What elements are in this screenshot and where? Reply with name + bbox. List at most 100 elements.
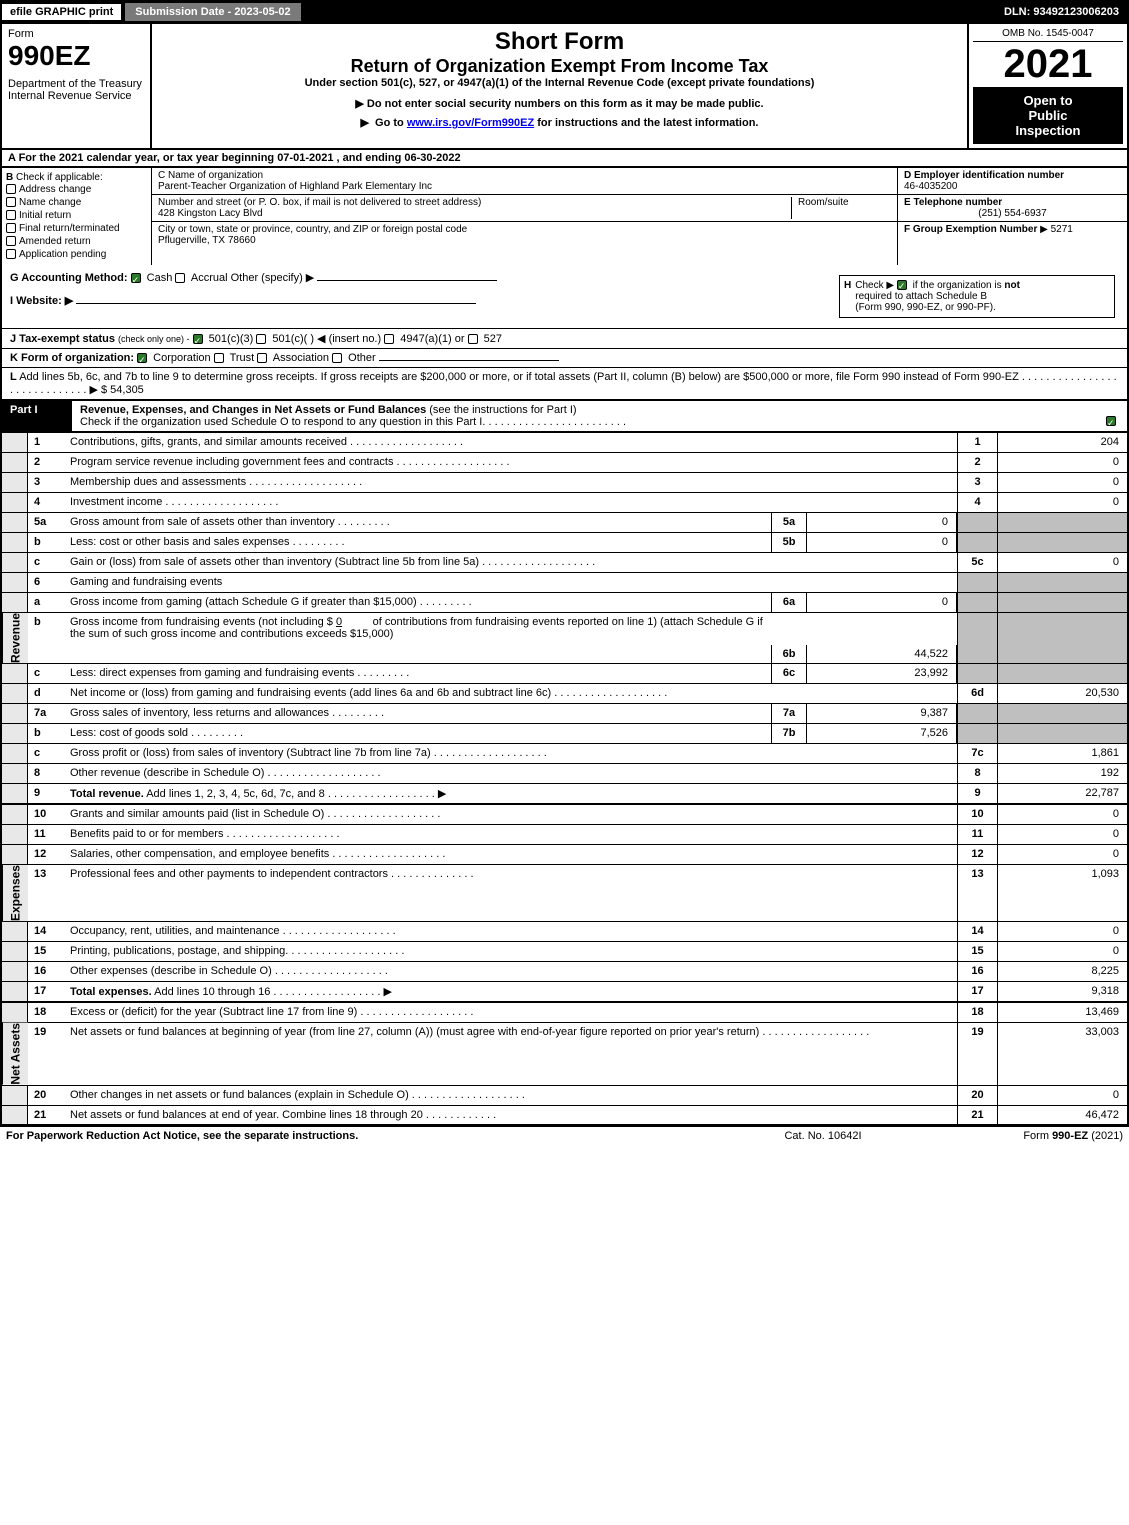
room-suite-label: Room/suite (791, 197, 891, 219)
line-5b-value: 0 (807, 533, 957, 552)
check-4947[interactable] (384, 334, 394, 344)
page-footer: For Paperwork Reduction Act Notice, see … (0, 1126, 1129, 1145)
check-cash[interactable] (131, 273, 141, 283)
website-field[interactable] (76, 303, 476, 304)
line-10: 10 Grants and similar amounts paid (list… (0, 805, 1129, 825)
line-5b: b Less: cost or other basis and sales ex… (0, 533, 1129, 553)
line-1-value: 204 (997, 433, 1127, 452)
form-title: Short Form (160, 28, 959, 56)
check-501c3[interactable] (193, 334, 203, 344)
line-7b: b Less: cost of goods sold . . . . . . .… (0, 724, 1129, 744)
line-14-value: 0 (997, 922, 1127, 941)
goto-note: Go to www.irs.gov/Form990EZ for instruct… (160, 116, 959, 129)
line-4-value: 0 (997, 493, 1127, 512)
line-11: 11 Benefits paid to or for members . . .… (0, 825, 1129, 845)
line-13-value: 1,093 (997, 865, 1127, 921)
section-h: H Check ▶ if the organization is not req… (839, 275, 1115, 318)
check-527[interactable] (468, 334, 478, 344)
dln: DLN: 93492123006203 (994, 3, 1129, 21)
check-schedule-o[interactable] (1106, 416, 1116, 426)
check-accrual[interactable] (175, 273, 185, 283)
line-6b-value: 44,522 (807, 645, 957, 663)
line-11-value: 0 (997, 825, 1127, 844)
line-21-value: 46,472 (997, 1106, 1127, 1124)
side-label-revenue: Revenue (2, 613, 28, 663)
line-21: 21 Net assets or fund balances at end of… (0, 1106, 1129, 1126)
line-8-value: 192 (997, 764, 1127, 783)
under-section: Under section 501(c), 527, or 4947(a)(1)… (160, 77, 959, 89)
line-19: Net Assets 19 Net assets or fund balance… (0, 1023, 1129, 1086)
check-association[interactable] (257, 353, 267, 363)
inspection-box: Open to Public Inspection (973, 87, 1123, 144)
section-k: K Form of organization: Corporation Trus… (0, 349, 1129, 368)
line-6: 6 Gaming and fundraising events (0, 573, 1129, 593)
line-15: 15 Printing, publications, postage, and … (0, 942, 1129, 962)
website-label: I Website: ▶ (10, 295, 73, 307)
line-d: d Net income or (loss) from gaming and f… (0, 684, 1129, 704)
form-ref: Form 990-EZ (2021) (923, 1130, 1123, 1142)
line-17: 17 Total expenses. Add lines 10 through … (0, 982, 1129, 1003)
part-i-title: Revenue, Expenses, and Changes in Net As… (80, 404, 426, 416)
other-org-field[interactable] (379, 360, 559, 361)
form-number: 990EZ (8, 40, 144, 72)
city-label: City or town, state or province, country… (158, 224, 891, 235)
line-14: 14 Occupancy, rent, utilities, and maint… (0, 922, 1129, 942)
line-18: 18 Excess or (deficit) for the year (Sub… (0, 1003, 1129, 1023)
line-4: 4 Investment income . . . . . . . . . . … (0, 493, 1129, 513)
dept-treasury: Department of the Treasury (8, 78, 144, 90)
line-c: c Gross profit or (loss) from sales of i… (0, 744, 1129, 764)
irs-label: Internal Revenue Service (8, 90, 144, 102)
check-initial-return[interactable]: Initial return (6, 209, 147, 222)
tax-year: 2021 (973, 42, 1123, 87)
line-16: 16 Other expenses (describe in Schedule … (0, 962, 1129, 982)
side-label-expenses: Expenses (2, 865, 28, 921)
line-5a-value: 0 (807, 513, 957, 532)
line-c-value: 0 (997, 553, 1127, 572)
check-501c[interactable] (256, 334, 266, 344)
org-name-label: C Name of organization (158, 170, 891, 181)
submission-date: Submission Date - 2023-05-02 (125, 3, 300, 21)
section-j: J Tax-exempt status (check only one) - 5… (0, 329, 1129, 349)
line-20-value: 0 (997, 1086, 1127, 1105)
ssn-note: Do not enter social security numbers on … (160, 97, 959, 110)
line-6b: Revenue b Gross income from fundraising … (0, 613, 1129, 664)
line-15-value: 0 (997, 942, 1127, 961)
phone-label: E Telephone number (904, 197, 1002, 208)
line-16-value: 8,225 (997, 962, 1127, 981)
street-label: Number and street (or P. O. box, if mail… (158, 197, 791, 208)
line-c: c Gain or (loss) from sale of assets oth… (0, 553, 1129, 573)
irs-link[interactable]: www.irs.gov/Form990EZ (407, 117, 534, 129)
check-corporation[interactable] (137, 353, 147, 363)
side-label-netassets: Net Assets (2, 1023, 28, 1085)
paperwork-notice: For Paperwork Reduction Act Notice, see … (6, 1130, 723, 1142)
form-header: Form 990EZ Department of the Treasury In… (0, 24, 1129, 150)
group-exemption-value: 5271 (1051, 224, 1073, 235)
check-schedule-b[interactable] (897, 280, 907, 290)
line-d-value: 20,530 (997, 684, 1127, 703)
line-9-value: 22,787 (997, 784, 1127, 803)
check-address-change[interactable]: Address change (6, 183, 147, 196)
section-b-label: B (6, 172, 13, 183)
check-final-return[interactable]: Final return/terminated (6, 222, 147, 235)
line-13: Expenses 13 Professional fees and other … (0, 865, 1129, 922)
efile-print-button[interactable]: efile GRAPHIC print (0, 2, 123, 22)
top-bar: efile GRAPHIC print Submission Date - 20… (0, 0, 1129, 24)
org-name: Parent-Teacher Organization of Highland … (158, 181, 891, 192)
other-specify-field[interactable] (317, 280, 497, 281)
check-amended[interactable]: Amended return (6, 235, 147, 248)
line-6a: a Gross income from gaming (attach Sched… (0, 593, 1129, 613)
form-label: Form (8, 28, 144, 40)
line-6c: c Less: direct expenses from gaming and … (0, 664, 1129, 684)
section-a-tax-year: A For the 2021 calendar year, or tax yea… (0, 150, 1129, 168)
sections-bcdef: B Check if applicable: Address change Na… (0, 168, 1129, 265)
line-10-value: 0 (997, 805, 1127, 824)
check-name-change[interactable]: Name change (6, 196, 147, 209)
line-18-value: 13,469 (997, 1003, 1127, 1022)
line-9: 9 Total revenue. Add lines 1, 2, 3, 4, 5… (0, 784, 1129, 805)
check-application-pending[interactable]: Application pending (6, 248, 147, 261)
arrow-icon: ▶ (1040, 224, 1048, 235)
line-17-value: 9,318 (997, 982, 1127, 1001)
check-other-org[interactable] (332, 353, 342, 363)
check-trust[interactable] (214, 353, 224, 363)
line-2-value: 0 (997, 453, 1127, 472)
